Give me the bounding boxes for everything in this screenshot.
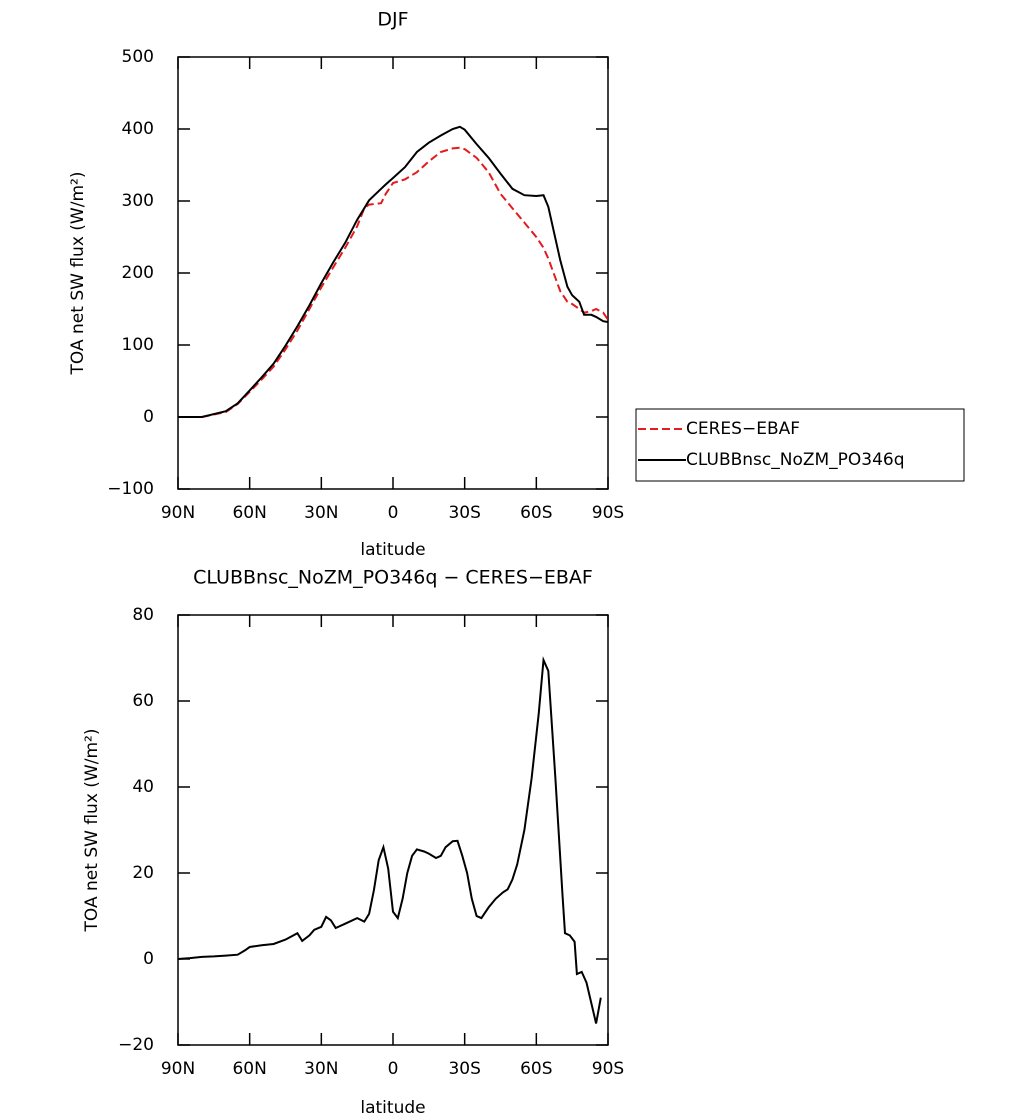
y-tick-label: −100 [107,479,154,499]
x-tick-label: 30N [304,503,338,523]
y-tick-label: 0 [143,949,154,969]
y-tick-label: 20 [132,863,154,883]
data-line [177,656,602,1024]
x-tick-label: 0 [388,1059,399,1079]
legend-label: CERES−EBAF [686,419,800,439]
x-tick-label: 30N [304,1059,338,1079]
x-tick-label: 90N [161,1059,195,1079]
y-tick-label: 0 [143,407,154,427]
x-tick-label: 90S [592,1059,624,1079]
x-axis-label: latitude [360,540,425,560]
y-tick-label: 300 [122,191,154,211]
data-line [178,146,609,418]
x-tick-label: 30S [448,503,480,523]
data-line [178,125,609,418]
y-tick-label: 500 [122,47,154,67]
y-tick-label: −20 [118,1035,154,1055]
legend-label: CLUBBnsc_NoZM_PO346q [686,450,905,470]
y-axis-label: TOA net SW flux (W/m²) [82,729,102,933]
chart-title: CLUBBnsc_NoZM_PO346q − CERES−EBAF [193,567,593,589]
y-tick-label: 60 [132,691,154,711]
x-tick-label: 30S [448,1059,480,1079]
legend: CERES−EBAF CLUBBnsc_NoZM_PO346q [635,408,965,482]
y-axis-label: TOA net SW flux (W/m²) [68,172,88,376]
y-tick-label: 200 [122,263,154,283]
chart-title: DJF [377,9,408,31]
y-tick-label: 100 [122,335,154,355]
y-tick-label: 40 [132,777,154,797]
x-tick-label: 90S [592,503,624,523]
x-tick-label: 60S [520,503,552,523]
x-tick-label: 60N [232,1059,266,1079]
x-tick-label: 0 [388,503,399,523]
legend-box [635,408,965,482]
plot-frame [177,614,609,1046]
x-tick-label: 90N [161,503,195,523]
y-tick-label: 80 [132,605,154,625]
y-tick-label: 400 [122,119,154,139]
x-axis-label: latitude [360,1098,425,1118]
plot-frame [177,56,609,490]
x-tick-label: 60S [520,1059,552,1079]
x-tick-label: 60N [232,503,266,523]
